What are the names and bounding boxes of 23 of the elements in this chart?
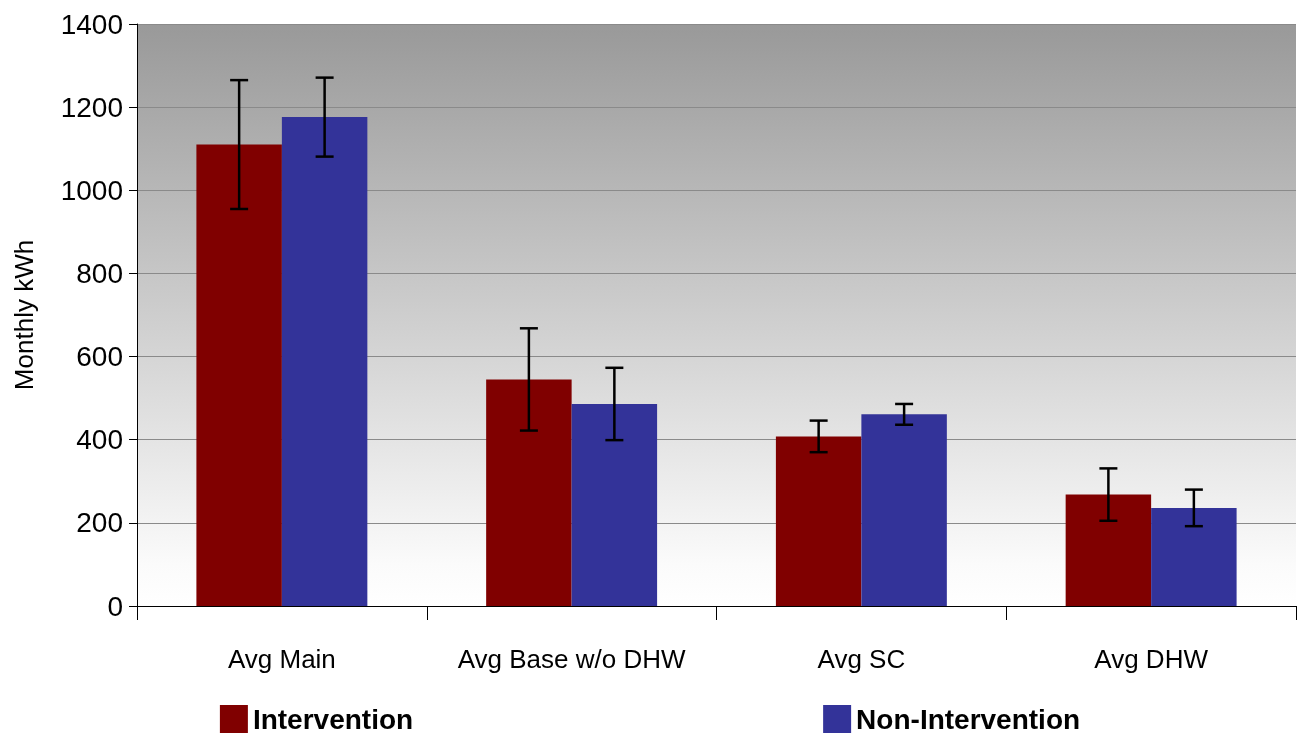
y-tick-label: 200 — [76, 507, 123, 539]
y-axis-title: Monthly kWh — [9, 239, 39, 391]
bar — [1151, 507, 1237, 606]
x-tick-label: Avg Main — [227, 644, 336, 674]
x-tick-label: Avg Base w/o DHW — [457, 644, 686, 674]
bar — [1065, 494, 1152, 606]
bar — [281, 117, 368, 606]
y-tick-label: 600 — [76, 341, 123, 373]
bar — [861, 414, 947, 606]
y-tick-label: 400 — [76, 424, 123, 456]
legend-label: Non-Intervention — [856, 703, 1081, 735]
x-tick-label: Avg DHW — [1094, 644, 1209, 674]
bar — [196, 144, 282, 606]
y-tick-label: 1200 — [60, 91, 123, 123]
x-tick-label: Avg SC — [817, 644, 906, 674]
y-tick-label: 800 — [76, 257, 123, 289]
legend-label: Intervention — [252, 703, 414, 735]
y-tick-label: 0 — [107, 590, 123, 622]
bar — [486, 379, 572, 606]
bar — [571, 403, 658, 606]
y-tick-label: 1000 — [60, 174, 123, 206]
y-tick-label: 1400 — [60, 8, 123, 40]
bar — [775, 436, 862, 606]
